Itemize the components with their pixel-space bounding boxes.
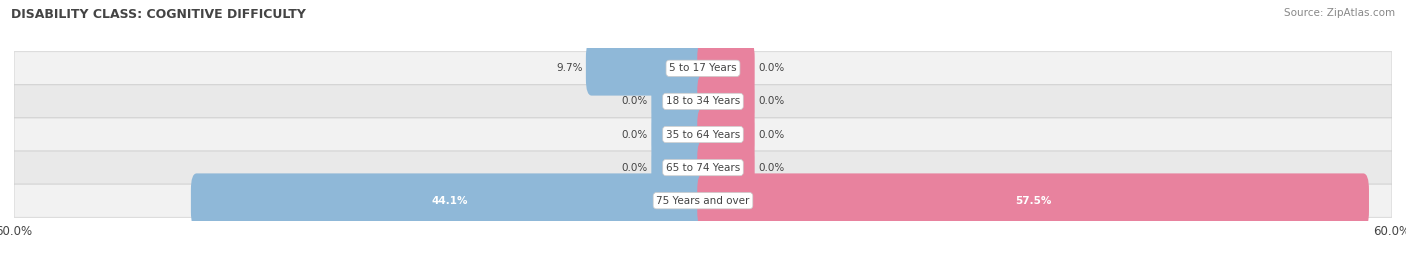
FancyBboxPatch shape [697, 107, 755, 162]
Text: 75 Years and over: 75 Years and over [657, 196, 749, 206]
Text: 44.1%: 44.1% [432, 196, 468, 206]
Text: Source: ZipAtlas.com: Source: ZipAtlas.com [1284, 8, 1395, 18]
Text: 0.0%: 0.0% [758, 162, 785, 173]
FancyBboxPatch shape [586, 41, 709, 95]
FancyBboxPatch shape [651, 107, 709, 162]
Text: 0.0%: 0.0% [758, 129, 785, 140]
FancyBboxPatch shape [697, 174, 1369, 228]
FancyBboxPatch shape [191, 174, 709, 228]
FancyBboxPatch shape [14, 151, 1392, 184]
FancyBboxPatch shape [14, 118, 1392, 151]
Text: DISABILITY CLASS: COGNITIVE DIFFICULTY: DISABILITY CLASS: COGNITIVE DIFFICULTY [11, 8, 307, 21]
Text: 18 to 34 Years: 18 to 34 Years [666, 96, 740, 107]
Text: 0.0%: 0.0% [621, 162, 648, 173]
FancyBboxPatch shape [14, 184, 1392, 217]
FancyBboxPatch shape [651, 140, 709, 195]
Text: 0.0%: 0.0% [758, 96, 785, 107]
FancyBboxPatch shape [697, 41, 755, 95]
FancyBboxPatch shape [14, 52, 1392, 85]
FancyBboxPatch shape [697, 140, 755, 195]
FancyBboxPatch shape [651, 74, 709, 129]
Text: 65 to 74 Years: 65 to 74 Years [666, 162, 740, 173]
FancyBboxPatch shape [697, 74, 755, 129]
Text: 0.0%: 0.0% [758, 63, 785, 73]
FancyBboxPatch shape [14, 85, 1392, 118]
Text: 35 to 64 Years: 35 to 64 Years [666, 129, 740, 140]
Text: 9.7%: 9.7% [555, 63, 582, 73]
Text: 0.0%: 0.0% [621, 96, 648, 107]
Text: 57.5%: 57.5% [1015, 196, 1052, 206]
Text: 5 to 17 Years: 5 to 17 Years [669, 63, 737, 73]
Text: 0.0%: 0.0% [621, 129, 648, 140]
